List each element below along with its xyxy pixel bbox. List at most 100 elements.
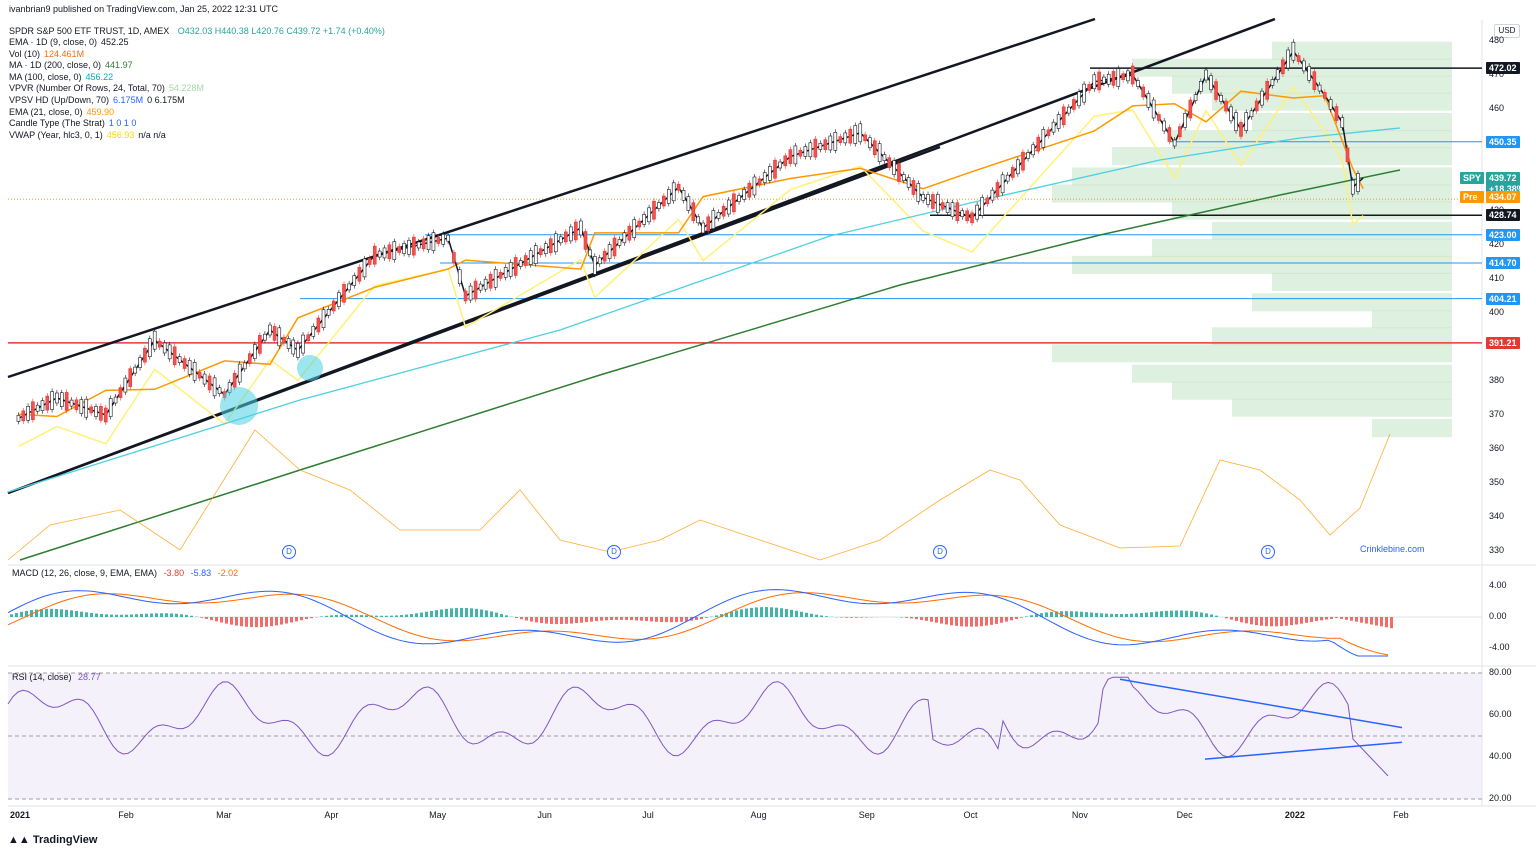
macd-histogram-bar [590, 617, 593, 622]
candle-body [1323, 92, 1326, 98]
ohlc-values: O432.03 H440.38 L420.76 C439.72 +1.74 (+… [178, 26, 385, 36]
candle-body [368, 259, 371, 265]
indicator-legend-row[interactable]: EMA (21, close, 0)459.90 [9, 107, 114, 118]
macd-histogram-bar [1170, 611, 1173, 617]
candle-body [99, 406, 102, 420]
candle-body [312, 326, 315, 336]
candle-body [218, 388, 221, 394]
candle-body [753, 177, 756, 195]
candle-body [763, 173, 766, 183]
macd-histogram-bar [310, 617, 313, 618]
candle-body [976, 205, 979, 219]
candle-body [564, 232, 567, 242]
macd-histogram-bar [110, 615, 113, 617]
indicator-legend-row[interactable]: VPVR (Number Of Rows, 24, Total, 70)54.2… [9, 83, 204, 94]
candle-body [504, 267, 507, 277]
candle-body [912, 180, 915, 194]
macd-histogram-bar [550, 617, 553, 624]
macd-histogram-bar [265, 617, 268, 627]
rsi-value: 28.77 [78, 672, 101, 682]
candle-body [1062, 107, 1065, 125]
time-axis-label: 2021 [10, 810, 30, 820]
macd-histogram-bar [415, 613, 418, 617]
macd-histogram-bar [200, 617, 203, 618]
macd-histogram-bar [185, 615, 188, 617]
macd-histogram-bar [1205, 613, 1208, 617]
candle-body [1199, 81, 1202, 91]
candle-body [1210, 76, 1213, 90]
rsi-tick-label: 20.00 [1489, 793, 1512, 803]
highlight-circle [297, 355, 323, 381]
volume-profile-bar [1072, 167, 1452, 185]
macd-histogram-bar [165, 613, 168, 617]
macd-histogram-bar [460, 608, 463, 617]
candle-body [393, 242, 396, 260]
price-tick-label: 410 [1489, 273, 1504, 283]
macd-histogram-bar [520, 617, 523, 619]
indicator-value: 6.175M [113, 95, 143, 105]
candle-body [667, 189, 670, 203]
rsi-tick-label: 80.00 [1489, 667, 1512, 677]
volume-profile-bar [1052, 344, 1452, 362]
candle-body [198, 372, 201, 378]
candle-body [809, 143, 812, 157]
candle-body [902, 175, 905, 181]
candle-body [819, 143, 822, 149]
macd-histogram-bar [1255, 617, 1258, 625]
indicator-name: Candle Type (The Strat) [9, 118, 105, 128]
spy-symbol-tag: SPY [1460, 172, 1484, 184]
macd-histogram-bar [600, 617, 603, 621]
macd-histogram-bar [385, 616, 388, 617]
volume-profile-bar [1252, 293, 1452, 311]
macd-histogram-bar [190, 616, 193, 617]
candle-body [1245, 113, 1248, 131]
candle-body [1260, 91, 1263, 105]
macd-histogram-bar [1225, 617, 1228, 618]
macd-histogram-bar [1320, 617, 1323, 620]
candle-body [922, 194, 925, 200]
macd-histogram-bar [350, 615, 353, 617]
candle-body [494, 269, 497, 287]
candle-body [1173, 140, 1176, 146]
macd-histogram-bar [1115, 614, 1118, 617]
macd-histogram-bar [1215, 616, 1218, 617]
candle-body [829, 136, 832, 150]
candle-body [363, 259, 366, 277]
candle-body [322, 310, 325, 328]
candle-body [849, 129, 852, 143]
candle-body [608, 245, 611, 259]
candle-body [579, 221, 582, 235]
indicator-legend-row[interactable]: EMA · 1D (9, close, 0)452.25 [9, 37, 129, 48]
indicator-legend-row[interactable]: MA (100, close, 0)456.22 [9, 72, 113, 83]
macd-histogram-bar [1085, 612, 1088, 617]
macd-histogram-bar [675, 617, 678, 622]
candle-body [779, 162, 782, 168]
rsi-header: RSI (14, close) 28.77 [12, 672, 101, 682]
candle-body [657, 203, 660, 209]
tradingview-brand: ▲▲ TradingView [8, 834, 97, 846]
candle-body [1276, 70, 1279, 80]
indicator-legend-row[interactable]: Candle Type (The Strat)1 0 1 0 [9, 118, 136, 129]
candle-body [1220, 95, 1223, 101]
volume-profile-bar [1232, 399, 1452, 417]
candle-body [1329, 99, 1332, 109]
candle-body [814, 139, 817, 157]
macd-histogram-bar [1010, 617, 1013, 620]
macd-histogram-bar [800, 612, 803, 617]
macd-histogram-bar [500, 614, 503, 617]
candle-body [378, 251, 381, 257]
candle-body [1006, 175, 1009, 181]
indicator-legend-row[interactable]: Vol (10)124.461M [9, 49, 84, 60]
candle-body [1308, 66, 1311, 80]
macd-histogram-bar [1200, 612, 1203, 617]
macd-histogram-bar [1250, 617, 1253, 624]
candle-body [677, 184, 680, 190]
candle-body [383, 248, 386, 258]
indicator-legend-row[interactable]: MA · 1D (200, close, 0)441.97 [9, 60, 133, 71]
time-axis-label: Oct [964, 810, 978, 820]
candle-body [1292, 42, 1295, 60]
macd-histogram-bar [235, 617, 238, 626]
indicator-value: 441.97 [105, 60, 133, 70]
